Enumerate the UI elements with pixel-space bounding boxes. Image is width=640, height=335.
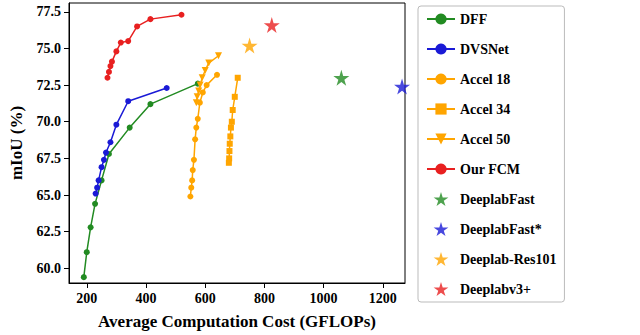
svg-text:200: 200 — [76, 291, 97, 306]
svg-text:DVSNet: DVSNet — [460, 42, 509, 57]
svg-text:70.0: 70.0 — [37, 114, 62, 129]
svg-text:62.5: 62.5 — [37, 224, 62, 239]
svg-text:Our FCM: Our FCM — [460, 162, 520, 177]
svg-text:77.5: 77.5 — [37, 4, 62, 19]
svg-text:DeeplabFast: DeeplabFast — [460, 192, 535, 207]
svg-text:60.0: 60.0 — [37, 261, 62, 276]
svg-text:Accel 18: Accel 18 — [460, 72, 510, 87]
svg-text:DFF: DFF — [460, 12, 487, 27]
svg-text:Deeplab-Res101: Deeplab-Res101 — [460, 252, 556, 267]
svg-text:72.5: 72.5 — [37, 78, 62, 93]
svg-text:DeeplabFast*: DeeplabFast* — [460, 222, 542, 237]
svg-text:800: 800 — [254, 291, 275, 306]
svg-text:1200: 1200 — [369, 291, 397, 306]
svg-text:65.0: 65.0 — [37, 188, 62, 203]
svg-text:Accel 50: Accel 50 — [460, 132, 510, 147]
svg-text:1000: 1000 — [310, 291, 338, 306]
svg-text:67.5: 67.5 — [37, 151, 62, 166]
svg-text:Deeplabv3+: Deeplabv3+ — [460, 282, 531, 297]
svg-text:400: 400 — [135, 291, 156, 306]
svg-text:Accel 34: Accel 34 — [460, 102, 510, 117]
svg-text:75.0: 75.0 — [37, 41, 62, 56]
svg-text:600: 600 — [195, 291, 216, 306]
svg-text:mIoU (%): mIoU (%) — [7, 106, 26, 180]
svg-text:Average Computation Cost (GFLO: Average Computation Cost (GFLOPs) — [98, 312, 376, 331]
